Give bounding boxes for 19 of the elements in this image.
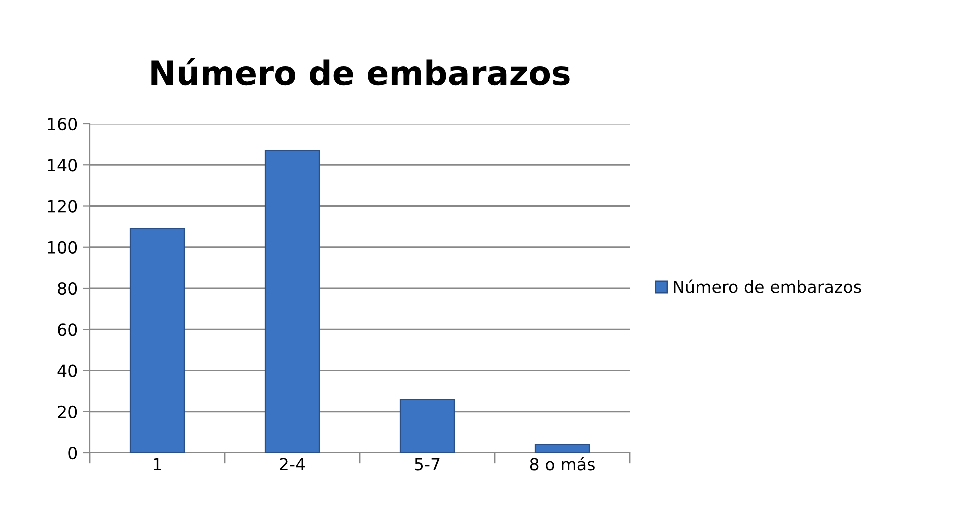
y-tick-label: 140 — [48, 159, 78, 172]
y-tick-label: 0 — [68, 446, 78, 460]
y-tick-label: 20 — [58, 406, 78, 418]
y-tick-label: 60 — [58, 324, 78, 336]
y-tick-label: 40 — [58, 364, 78, 378]
x-tick-label: 8 o más — [530, 457, 595, 471]
x-tick-label: 2-4 — [280, 458, 306, 471]
y-tick-label: 120 — [48, 200, 78, 213]
y-tick-label: 80 — [58, 282, 78, 296]
y-tick-label: 100 — [48, 241, 78, 254]
x-tick-label: 5-7 — [415, 458, 440, 471]
chart-title: Número de embarazos — [152, 58, 570, 86]
bar — [130, 228, 186, 453]
legend-label: Número de embarazos — [674, 280, 862, 294]
y-tick-label: 160 — [48, 118, 78, 131]
bar — [400, 398, 456, 453]
bar — [534, 444, 590, 453]
bar — [264, 150, 320, 453]
x-tick-label: 1 — [154, 458, 162, 471]
